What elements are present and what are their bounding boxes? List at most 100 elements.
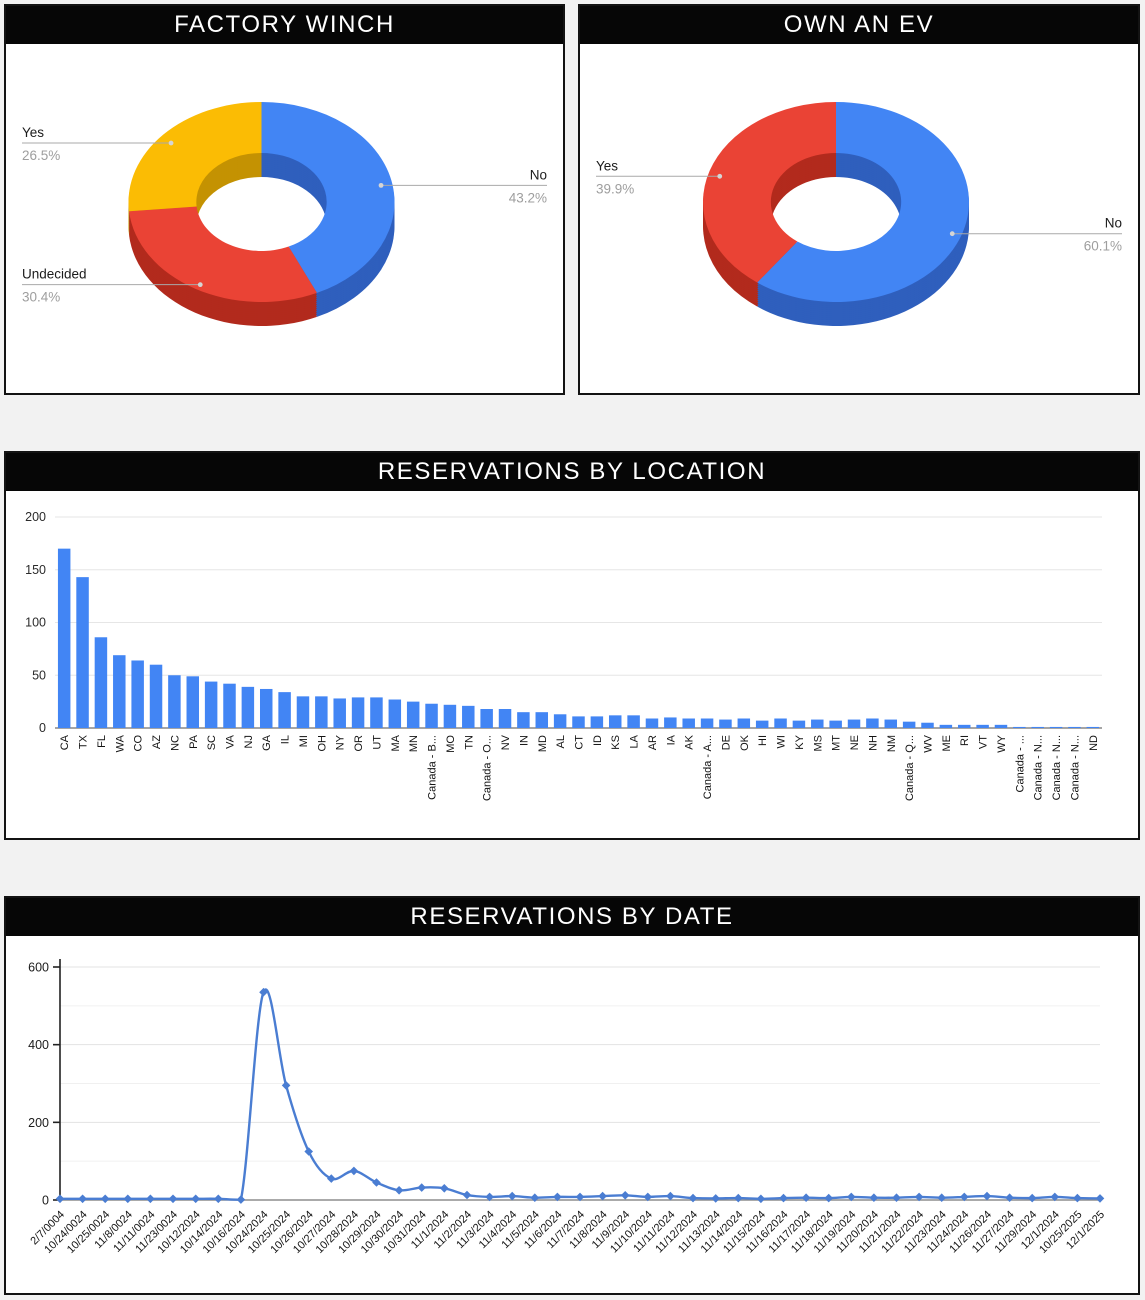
data-point[interactable] [146, 1194, 155, 1204]
bar-MN[interactable] [406, 701, 420, 728]
bar-KY[interactable] [792, 720, 806, 728]
data-point[interactable] [372, 1178, 381, 1187]
bar-PA[interactable] [186, 676, 200, 728]
bar-SC[interactable] [204, 681, 218, 728]
bar-Canada - O...[interactable] [480, 709, 493, 728]
data-point[interactable] [281, 1081, 291, 1090]
bar-Canada - Q...[interactable] [902, 721, 916, 728]
bar-Canada - ...[interactable] [1013, 726, 1026, 728]
slice-no[interactable] [757, 102, 970, 302]
data-point[interactable] [214, 1194, 223, 1204]
data-point[interactable] [553, 1192, 562, 1202]
reservations-by-date-line-chart[interactable]: 02004006002/7/000410/24/002410/25/002411… [6, 936, 1138, 1293]
bar-UT[interactable] [370, 697, 383, 728]
bar-AK[interactable] [682, 718, 695, 728]
bar-CA[interactable] [57, 548, 71, 728]
data-point[interactable] [304, 1147, 313, 1156]
data-point[interactable] [847, 1192, 856, 1202]
data-point[interactable] [869, 1193, 879, 1202]
data-point[interactable] [779, 1193, 788, 1203]
bar-AZ[interactable] [149, 664, 163, 728]
data-point[interactable] [756, 1194, 766, 1204]
factory-winch-donut-chart[interactable]: No 43.2% Undecided 30.4% Yes 26.5% [6, 44, 563, 393]
data-point[interactable] [1050, 1192, 1060, 1202]
bar-AR[interactable] [645, 718, 659, 728]
bar-CO[interactable] [131, 660, 144, 728]
data-point[interactable] [1095, 1194, 1105, 1203]
data-point[interactable] [982, 1191, 992, 1201]
data-point[interactable] [100, 1194, 110, 1204]
bar-IL[interactable] [278, 692, 291, 728]
data-point[interactable] [575, 1192, 585, 1202]
data-point[interactable] [620, 1191, 630, 1200]
bar-WI[interactable] [774, 718, 787, 728]
data-point[interactable] [711, 1194, 720, 1203]
data-point[interactable] [440, 1184, 449, 1193]
bar-NH[interactable] [866, 718, 879, 728]
bar-GA[interactable] [259, 688, 273, 728]
bar-NY[interactable] [333, 698, 346, 728]
bar-TX[interactable] [76, 577, 89, 728]
bar-NE[interactable] [847, 719, 861, 728]
data-point[interactable] [598, 1191, 607, 1201]
data-point[interactable] [1027, 1193, 1037, 1203]
data-point[interactable] [824, 1193, 833, 1203]
bar-IA[interactable] [664, 717, 677, 728]
bar-MO[interactable] [443, 704, 457, 728]
bar-KS[interactable] [608, 715, 622, 728]
bar-WV[interactable] [921, 722, 934, 728]
data-point[interactable] [892, 1193, 901, 1202]
bar-DE[interactable] [719, 719, 732, 728]
bar-OR[interactable] [351, 697, 365, 728]
bar-LA[interactable] [627, 715, 640, 728]
data-point[interactable] [168, 1194, 178, 1204]
bar-VA[interactable] [223, 683, 236, 728]
data-point[interactable] [349, 1166, 359, 1176]
data-point[interactable] [123, 1194, 133, 1204]
bar-OH[interactable] [315, 696, 328, 728]
bar-Canada - N...[interactable] [1049, 726, 1063, 728]
data-point[interactable] [734, 1193, 743, 1203]
data-point[interactable] [485, 1192, 494, 1202]
slice-undecided[interactable] [129, 206, 317, 303]
line-series[interactable] [59, 988, 1101, 1201]
data-point[interactable] [55, 1194, 65, 1204]
data-point[interactable] [666, 1191, 675, 1201]
data-point[interactable] [688, 1193, 698, 1203]
bar-MI[interactable] [296, 696, 310, 728]
bar-RI[interactable] [957, 724, 971, 728]
data-point[interactable] [394, 1186, 404, 1195]
bar-WA[interactable] [113, 655, 126, 728]
data-point[interactable] [191, 1194, 200, 1204]
data-point[interactable] [327, 1174, 336, 1183]
data-point[interactable] [259, 987, 268, 997]
slice-yes[interactable] [128, 102, 262, 212]
bar-NJ[interactable] [241, 686, 255, 728]
bar-OK[interactable] [737, 718, 751, 728]
bar-Canada - N...[interactable] [1031, 726, 1044, 728]
bar-TN[interactable] [462, 705, 475, 728]
data-point[interactable] [507, 1191, 517, 1201]
bar-ME[interactable] [939, 724, 953, 728]
bar-FL[interactable] [94, 637, 108, 728]
slice-no[interactable] [261, 102, 395, 293]
bar-MT[interactable] [829, 720, 842, 728]
data-point[interactable] [1073, 1193, 1082, 1203]
data-point[interactable] [801, 1193, 811, 1202]
bar-MS[interactable] [811, 719, 824, 728]
bar-WY[interactable] [994, 724, 1008, 728]
bar-NC[interactable] [168, 675, 181, 728]
bar-IN[interactable] [517, 712, 530, 728]
data-point[interactable] [1005, 1193, 1014, 1202]
data-point[interactable] [417, 1183, 426, 1192]
bar-VT[interactable] [976, 724, 989, 728]
own-an-ev-donut-chart[interactable]: No 60.1% Yes 39.9% [580, 44, 1138, 393]
bar-NV[interactable] [498, 709, 512, 728]
bar-Canada - A...[interactable] [700, 718, 714, 728]
data-point[interactable] [643, 1192, 653, 1202]
bar-ID[interactable] [590, 716, 604, 728]
bar-AL[interactable] [553, 714, 567, 728]
data-point[interactable] [960, 1192, 969, 1202]
bar-HI[interactable] [755, 720, 769, 728]
data-point[interactable] [914, 1192, 924, 1202]
